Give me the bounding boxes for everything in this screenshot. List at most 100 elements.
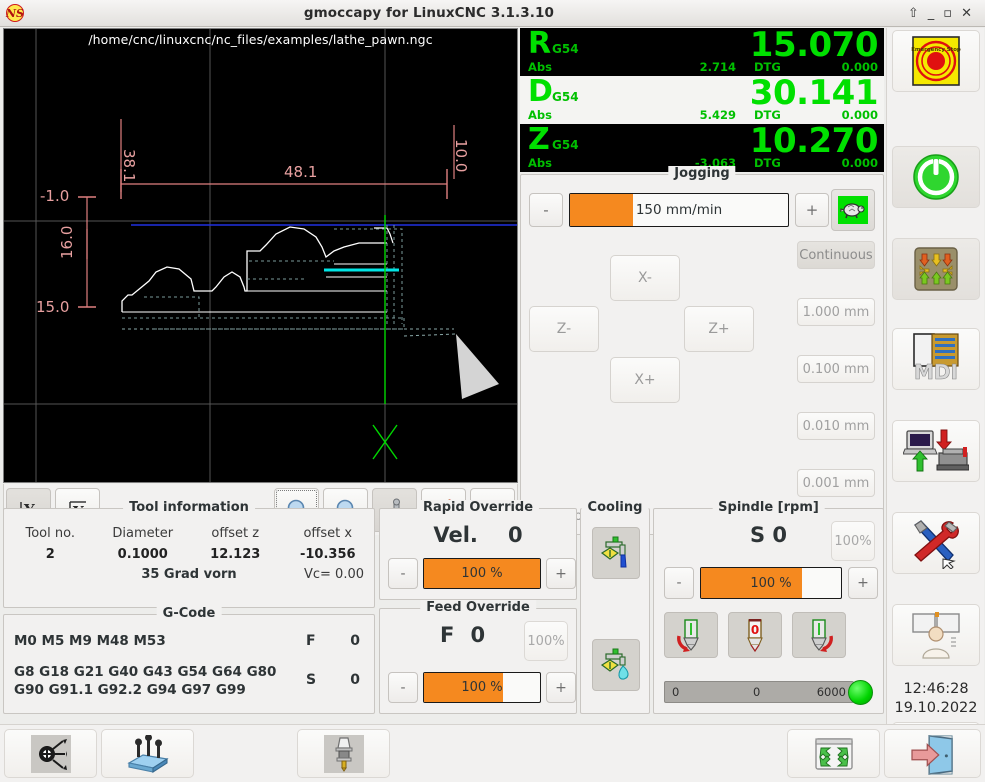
coolant-mist-button[interactable] <box>592 639 640 691</box>
gcode-preview[interactable]: 48.1 38.1 10.0 -1.0 16.0 15.0 /home/cnc/… <box>3 28 518 483</box>
jog-increment-1mm[interactable]: 1.000 mm <box>797 298 875 326</box>
manual-mode-button[interactable] <box>892 238 980 300</box>
feed-plus-button[interactable]: + <box>546 672 576 703</box>
turtle-icon <box>838 196 868 224</box>
rapid-minus-button[interactable]: - <box>388 558 418 589</box>
close-icon[interactable]: ✕ <box>961 5 972 21</box>
dro-row-r[interactable]: R G54 15.070 Abs 2.714 DTG 0.000 <box>520 25 884 76</box>
cutting-speed-value: Vc= 0.00 <box>303 567 364 582</box>
feed-override-panel: Feed Override F 0 100% - 100 % + <box>379 600 577 714</box>
tool-change-icon <box>323 734 364 773</box>
tool-no-value: 2 <box>45 547 55 562</box>
tool-no-header: Tool no. <box>25 526 75 541</box>
jog-velocity-control: - 150 mm/min + <box>529 193 829 227</box>
minimize-icon[interactable]: _ <box>927 5 935 21</box>
feed-override-control: - 100 % + <box>388 672 576 703</box>
gcode-s-label: S <box>306 672 317 688</box>
window-controls: ⇧ _ ▫ ✕ <box>908 7 985 20</box>
preview-file-path: /home/cnc/linuxcnc/nc_files/examples/lat… <box>88 32 433 47</box>
spindle-ccw-button[interactable] <box>664 612 718 658</box>
fullscreen-icon <box>814 737 853 770</box>
exit-door-icon <box>910 734 953 775</box>
jog-velocity-bar[interactable]: 150 mm/min <box>569 193 789 227</box>
jog-velocity-text: 150 mm/min <box>635 202 723 218</box>
dro-value-d: 30.141 <box>749 73 879 113</box>
jog-increment-0_001mm[interactable]: 0.001 mm <box>797 469 875 497</box>
jog-increment-0_1mm[interactable]: 0.100 mm <box>797 355 875 383</box>
dro-and-jog-column: R G54 15.070 Abs 2.714 DTG 0.000 D G54 3… <box>520 25 884 535</box>
jog-z-minus-button[interactable]: Z- <box>529 306 599 352</box>
svg-text:0: 0 <box>751 623 759 637</box>
jog-x-minus-button[interactable]: X- <box>610 255 680 301</box>
home-axes-icon <box>30 734 71 773</box>
rapid-override-bar[interactable]: 100 % <box>423 558 541 589</box>
jog-increment-0_01mm[interactable]: 0.010 mm <box>797 412 875 440</box>
user-tabs-button[interactable] <box>892 604 980 666</box>
diameter-header: Diameter <box>112 526 174 541</box>
spindle-stop-button[interactable]: 0 <box>728 612 782 658</box>
feed-readout: F 0 <box>380 623 576 647</box>
active-g-codes: G8 G18 G21 G40 G43 G54 G64 G80 G90 G91.1… <box>14 663 276 699</box>
spindle-cw-button[interactable] <box>792 612 846 658</box>
cooling-panel: Cooling <box>580 500 650 714</box>
quit-button[interactable] <box>884 729 981 778</box>
mdi-mode-button[interactable]: MDI <box>892 328 980 390</box>
dro-axis-letter-d: D <box>528 74 553 109</box>
dro-row-z[interactable]: Z G54 10.270 Abs -3.063 DTG 0.000 <box>520 121 884 172</box>
spindle-cw-icon <box>811 619 833 652</box>
dro-axis-letter-z: Z <box>528 122 550 157</box>
rapid-override-title: Rapid Override <box>416 500 540 515</box>
dro-abs-label-r: Abs <box>528 60 552 74</box>
fullscreen-button[interactable] <box>787 729 880 778</box>
spindle-direction-buttons: 0 <box>664 612 846 658</box>
rapid-override-control: - 100 % + <box>388 558 576 589</box>
spindle-minus-button[interactable]: - <box>664 567 694 599</box>
spindle-reset-button[interactable]: 100% <box>831 521 875 561</box>
window-title: gmoccapy for LinuxCNC 3.1.3.10 <box>303 5 554 21</box>
jog-increment-continuous[interactable]: Continuous <box>797 241 875 269</box>
settings-button[interactable] <box>892 512 980 574</box>
power-on-icon <box>913 154 959 200</box>
rapid-plus-button[interactable]: + <box>546 558 576 589</box>
maximize-icon[interactable]: ▫ <box>943 5 953 21</box>
feed-readout-value: 0 <box>470 623 486 647</box>
preview-canvas[interactable]: 48.1 38.1 10.0 -1.0 16.0 15.0 <box>4 29 517 482</box>
svg-text:15.0: 15.0 <box>36 298 69 316</box>
jog-z-plus-button[interactable]: Z+ <box>684 306 754 352</box>
rapid-readout-value: 0 <box>508 523 523 547</box>
jog-velocity-minus-button[interactable]: - <box>529 193 563 227</box>
jog-velocity-plus-button[interactable]: + <box>795 193 829 227</box>
tool-button[interactable] <box>297 729 390 778</box>
dro-dtg-value-r: 0.000 <box>841 60 878 74</box>
dro-row-d[interactable]: D G54 30.141 Abs 5.429 DTG 0.000 <box>520 73 884 124</box>
spindle-override-bar[interactable]: 100 % <box>700 567 842 599</box>
touch-off-icon <box>126 734 169 773</box>
dro-abs-label-d: Abs <box>528 108 552 122</box>
spindle-override-text: 100 % <box>750 575 792 591</box>
dro-abs-value-d: 5.429 <box>699 108 736 122</box>
coolant-flood-button[interactable] <box>592 527 640 579</box>
feed-override-title: Feed Override <box>420 600 536 615</box>
jog-turtle-button[interactable] <box>831 189 875 231</box>
feed-minus-button[interactable]: - <box>388 672 418 703</box>
offset-z-header: offset z <box>211 526 260 541</box>
touch-off-button[interactable] <box>101 729 194 778</box>
jog-arrows-icon <box>914 247 958 291</box>
machine-power-button[interactable] <box>892 146 980 208</box>
spindle-speed-readout: S 0 <box>749 523 788 547</box>
jog-x-plus-button[interactable]: X+ <box>610 357 680 403</box>
spindle-plus-button[interactable]: + <box>848 567 878 599</box>
svg-text:-1.0: -1.0 <box>40 187 69 205</box>
feed-override-bar[interactable]: 100 % <box>423 672 541 703</box>
shade-icon[interactable]: ⇧ <box>907 5 919 21</box>
estop-button[interactable]: Emergency Stop <box>892 30 980 92</box>
auto-mode-button[interactable] <box>892 420 980 482</box>
homing-button[interactable] <box>4 729 97 778</box>
svg-text:16.0: 16.0 <box>58 226 76 259</box>
spindle-gauge-current: 0 <box>753 685 761 699</box>
bottom-panels: Tool information Tool no. Diameter offse… <box>0 500 884 724</box>
tool-information-title: Tool information <box>123 500 255 515</box>
dro-dtg-label-r: DTG <box>754 60 781 74</box>
feed-reset-button[interactable]: 100% <box>524 621 568 661</box>
